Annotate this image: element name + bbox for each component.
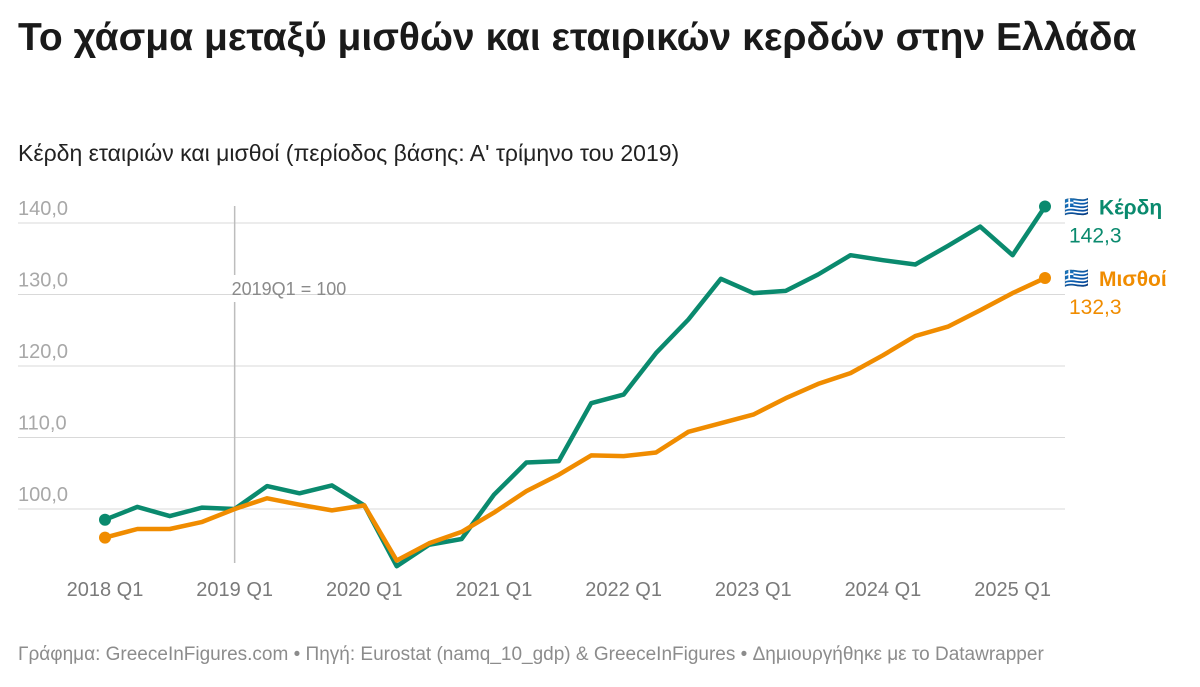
greek-flag-icon: 🇬🇷 — [1064, 266, 1089, 290]
y-tick-label: 110,0 — [18, 413, 67, 435]
chart-subtitle: Κέρδη εταιριών και μισθοί (περίοδος βάση… — [18, 140, 680, 166]
series-end-point — [1039, 272, 1051, 285]
series-start-point — [99, 531, 111, 544]
series-line-wages — [102, 275, 1048, 563]
series-name-label: Κέρδη — [1099, 197, 1162, 220]
series-value-label: 132,3 — [1069, 296, 1122, 319]
series-start-point — [99, 513, 111, 526]
x-tick-label: 2022 Q1 — [585, 579, 662, 601]
line-chart: 100,0 110,0 120,0 130,0 140,0 2018 Q1 2019 Q1 2… — [18, 195, 1167, 601]
series-line-profits — [102, 204, 1048, 569]
y-tick-label: 130,0 — [18, 270, 68, 292]
x-tick-label: 2021 Q1 — [456, 579, 533, 601]
y-tick-label: 100,0 — [18, 484, 68, 506]
x-tick-label: 2023 Q1 — [715, 579, 792, 601]
series-end-point — [1039, 200, 1051, 213]
gridlines: 100,0 110,0 120,0 130,0 140,0 2018 Q1 2019 Q1 2… — [18, 198, 1065, 601]
chart-title: Το χάσμα μεταξύ μισθών και εταιρικών κερ… — [18, 16, 1137, 59]
chart-footer: Γράφημα: GreeceInFigures.com • Πηγή: Eur… — [18, 644, 1044, 665]
x-tick-label: 2024 Q1 — [845, 579, 922, 601]
label-layer: 🇬🇷 Κέρδη 142,3 🇬🇷 Μισθοί 132,3 — [1064, 195, 1167, 320]
y-tick-label: 120,0 — [18, 341, 68, 363]
annotation-layer: 2019Q1 = 100 — [232, 206, 347, 563]
x-tick-label: 2018 Q1 — [67, 579, 144, 601]
series-value-label: 142,3 — [1069, 225, 1122, 248]
x-tick-label: 2019 Q1 — [196, 579, 273, 601]
base-period-label: 2019Q1 = 100 — [232, 279, 347, 299]
series-name-label: Μισθοί — [1099, 268, 1167, 291]
greek-flag-icon: 🇬🇷 — [1064, 195, 1089, 219]
series-layer — [99, 200, 1051, 569]
y-tick-label: 140,0 — [18, 198, 68, 220]
x-tick-label: 2025 Q1 — [974, 579, 1051, 601]
x-tick-label: 2020 Q1 — [326, 579, 403, 601]
